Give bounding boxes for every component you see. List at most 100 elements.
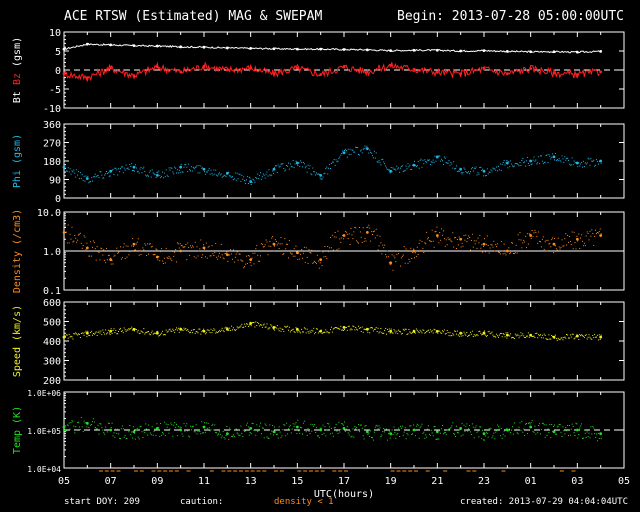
- scatter-dot-temp: [258, 430, 260, 432]
- scatter-dot-density: [443, 238, 445, 240]
- scatter-dot-temp: [550, 437, 552, 439]
- scatter-dot-speed: [569, 334, 571, 336]
- scatter-dot-density: [419, 239, 421, 241]
- scatter-dot-temp: [415, 425, 417, 427]
- data-point-temp: [295, 425, 299, 429]
- scatter-dot-temp: [366, 429, 368, 431]
- data-point-speed: [552, 335, 556, 339]
- scatter-dot-density: [567, 234, 569, 236]
- data-point-temp: [155, 427, 159, 430]
- scatter-dot-temp: [249, 432, 251, 433]
- scatter-dot-temp: [236, 432, 238, 434]
- scatter-dot-speed: [527, 332, 529, 334]
- data-point-bt: [225, 46, 229, 50]
- scatter-dot-speed: [218, 330, 220, 332]
- scatter-dot-temp: [257, 431, 259, 433]
- scatter-dot-phi: [526, 160, 527, 162]
- scatter-dot-phi: [228, 171, 230, 173]
- scatter-dot-temp: [303, 420, 305, 422]
- scatter-dot-temp: [498, 426, 499, 428]
- scatter-dot-temp: [477, 430, 479, 432]
- data-point-density: [155, 255, 159, 259]
- scatter-dot-phi: [64, 164, 65, 166]
- scatter-dot-density: [381, 253, 383, 255]
- scatter-dot-temp: [505, 429, 507, 430]
- scatter-dot-temp: [162, 431, 163, 433]
- ylabel-density: Density (/cm3): [12, 209, 23, 293]
- scatter-dot-density: [536, 236, 538, 238]
- scatter-dot-density: [100, 247, 102, 249]
- scatter-dot-density: [277, 242, 279, 244]
- scatter-dot-phi: [177, 172, 179, 174]
- scatter-dot-phi: [439, 155, 441, 157]
- scatter-dot-speed: [254, 326, 256, 328]
- scatter-dot-speed: [200, 333, 202, 335]
- scatter-dot-speed: [327, 331, 329, 333]
- scatter-dot-phi: [405, 165, 407, 167]
- scatter-dot-density: [563, 245, 565, 247]
- scatter-dot-temp: [588, 432, 590, 434]
- scatter-dot-density: [197, 255, 199, 257]
- scatter-dot-speed: [186, 330, 188, 331]
- scatter-dot-phi: [359, 150, 361, 152]
- scatter-dot-density: [330, 236, 331, 238]
- scatter-dot-phi: [518, 165, 520, 167]
- scatter-dot-temp: [64, 429, 65, 431]
- scatter-dot-temp: [123, 436, 125, 438]
- scatter-dot-speed: [119, 328, 121, 330]
- data-point-bt: [272, 47, 276, 51]
- scatter-dot-phi: [271, 174, 273, 176]
- scatter-dot-temp: [136, 427, 138, 429]
- scatter-dot-temp: [279, 431, 281, 433]
- scatter-dot-phi: [144, 171, 146, 172]
- scatter-dot-density: [213, 255, 215, 256]
- scatter-dot-temp: [358, 424, 359, 426]
- scatter-dot-density: [437, 236, 439, 238]
- scatter-dot-phi: [341, 152, 343, 154]
- scatter-dot-phi: [444, 157, 446, 159]
- scatter-dot-temp: [192, 425, 194, 427]
- data-point-speed: [389, 329, 393, 333]
- scatter-dot-phi: [470, 168, 472, 170]
- scatter-dot-temp: [571, 423, 573, 425]
- scatter-dot-phi: [189, 169, 191, 171]
- scatter-dot-phi: [109, 175, 111, 177]
- scatter-dot-phi: [289, 163, 291, 165]
- data-point-temp: [459, 427, 463, 430]
- scatter-dot-speed: [558, 338, 560, 340]
- scatter-dot-phi: [593, 159, 595, 161]
- scatter-dot-speed: [540, 334, 541, 336]
- scatter-dot-temp: [566, 430, 568, 432]
- scatter-dot-phi: [101, 174, 103, 176]
- data-point-density: [272, 242, 276, 246]
- data-point-speed: [85, 331, 89, 335]
- scatter-dot-temp: [455, 436, 457, 437]
- scatter-dot-density: [280, 237, 282, 238]
- scatter-dot-phi: [339, 156, 341, 158]
- scatter-dot-phi: [232, 179, 234, 181]
- scatter-dot-phi: [456, 165, 457, 167]
- scatter-dot-speed: [394, 330, 396, 332]
- scatter-dot-temp: [215, 432, 217, 433]
- scatter-dot-density: [543, 248, 545, 250]
- series-line-bt: [63, 42, 600, 54]
- scatter-dot-phi: [77, 174, 79, 176]
- scatter-dot-density: [415, 255, 417, 257]
- scatter-dot-temp: [139, 426, 141, 428]
- scatter-dot-phi: [402, 170, 404, 172]
- scatter-dot-phi: [244, 180, 246, 181]
- scatter-dot-temp: [294, 423, 296, 425]
- scatter-dot-phi: [337, 160, 339, 162]
- scatter-dot-phi: [395, 169, 397, 171]
- scatter-dot-density: [346, 233, 348, 235]
- scatter-dot-phi: [104, 174, 106, 176]
- scatter-dot-density: [288, 240, 290, 242]
- scatter-dot-phi: [383, 161, 385, 163]
- scatter-dot-density: [494, 250, 496, 252]
- scatter-dot-temp: [261, 427, 263, 429]
- scatter-dot-temp: [484, 435, 486, 437]
- scatter-dot-speed: [192, 329, 194, 331]
- scatter-dot-density: [473, 240, 475, 242]
- scatter-dot-density: [290, 253, 292, 255]
- scatter-dot-phi: [119, 171, 121, 173]
